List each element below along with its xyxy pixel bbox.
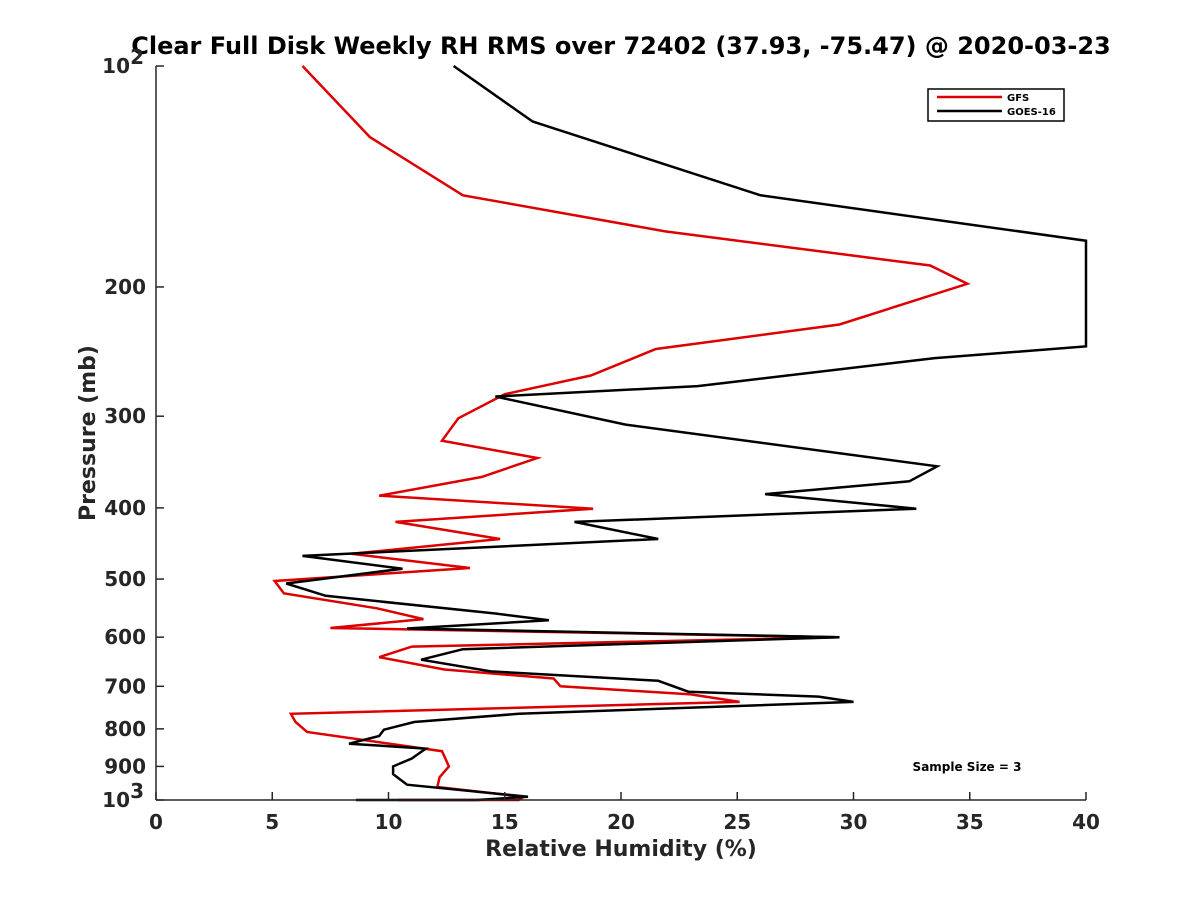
x-tick-label: 15	[491, 810, 519, 834]
y-tick-label: 10	[102, 54, 130, 78]
x-tick-label: 20	[607, 810, 635, 834]
y-tick-label: 900	[104, 754, 146, 778]
y-tick-label: 600	[104, 625, 146, 649]
y-tick-exponent: 3	[130, 779, 144, 803]
x-tick-label: 30	[840, 810, 868, 834]
legend: GFS GOES-16	[927, 88, 1065, 122]
x-tick-label: 10	[375, 810, 403, 834]
y-tick-label: 500	[104, 567, 146, 591]
series-line-gfs	[272, 65, 971, 802]
x-tick-label: 25	[723, 810, 751, 834]
y-tick-label: 10	[102, 788, 130, 812]
y-axis-label: Pressure (mb)	[76, 345, 101, 521]
x-axis-label: Relative Humidity (%)	[485, 837, 757, 862]
chart-title: Clear Full Disk Weekly RH RMS over 72402…	[131, 32, 1111, 60]
legend-label-goes16: GOES-16	[1007, 107, 1056, 118]
y-tick-label: 300	[104, 404, 146, 428]
y-tick-label: 800	[104, 717, 146, 741]
y-tick-exponent: 2	[130, 45, 144, 69]
x-tick-label: 35	[956, 810, 984, 834]
x-tick-label: 0	[149, 810, 163, 834]
legend-label-gfs: GFS	[1007, 93, 1029, 104]
y-tick-label: 200	[104, 275, 146, 299]
legend-box	[927, 88, 1065, 122]
x-tick-label: 40	[1072, 810, 1100, 834]
sample-size-annotation: Sample Size = 3	[913, 760, 1022, 774]
y-tick-label: 700	[104, 674, 146, 698]
y-tick-label: 400	[104, 496, 146, 520]
x-tick-label: 5	[265, 810, 279, 834]
series-line-goes16	[285, 64, 1088, 802]
